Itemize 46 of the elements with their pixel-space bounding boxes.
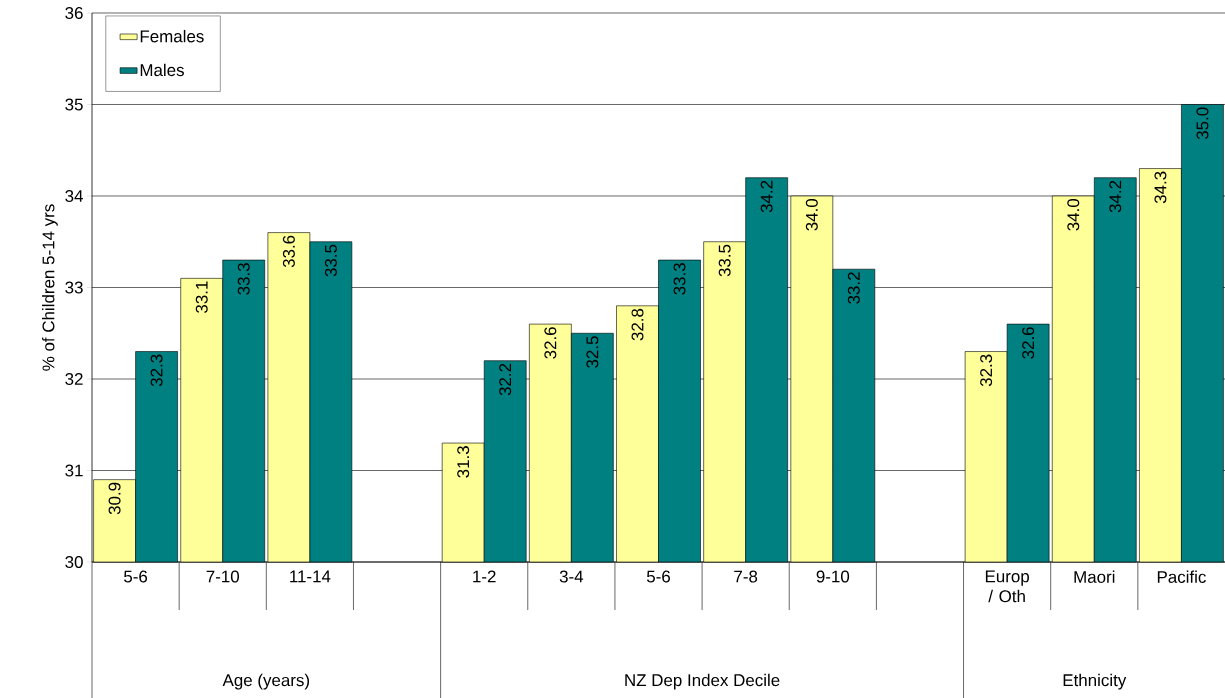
y-tick-label: 33	[65, 281, 83, 294]
x-tick-label: 5-6	[124, 570, 148, 583]
y-tick-label: 32	[65, 373, 83, 385]
x-tick-label: 11-14	[290, 570, 331, 583]
data-label: 34.0	[1067, 198, 1080, 231]
x-tick-label: Maori	[1074, 570, 1115, 583]
x-tick-label: 7-10	[206, 570, 240, 583]
legend-label: Females	[140, 29, 204, 43]
data-label: 32.3	[150, 354, 163, 387]
text: Ethnicity	[1063, 673, 1127, 690]
y-tick-label: 30	[65, 556, 83, 568]
data-label: 33.2	[847, 272, 860, 304]
data-label: 32.3	[980, 354, 993, 387]
x-tick-label: 5-6	[646, 570, 670, 583]
data-label: 35.0	[1196, 107, 1209, 140]
data-label: 33.5	[324, 244, 337, 277]
y-tick-label: 35	[65, 98, 83, 111]
x-tick-label: Europ / Oth	[985, 570, 1029, 603]
y-axis-title: % of Children 5-14 yrs	[42, 204, 58, 371]
data-label: 32.2	[499, 363, 512, 396]
data-label: 33.3	[673, 263, 686, 295]
data-label: 34.3	[1154, 171, 1167, 204]
data-label: 32.5	[586, 336, 599, 368]
x-tick-label: 9-10	[816, 570, 850, 583]
text: NZ Dep Index Decile	[625, 673, 780, 690]
text: Age (years)	[222, 673, 310, 690]
data-label: 30.9	[108, 482, 121, 515]
data-label: 32.6	[544, 327, 557, 359]
y-tick-label: 31	[65, 464, 83, 477]
x-tick-label: 3-4	[559, 570, 584, 583]
data-label: 34.2	[760, 180, 773, 213]
data-label: 32.8	[631, 308, 644, 341]
data-label: 33.3	[237, 263, 250, 295]
data-label: 33.1	[195, 281, 208, 313]
data-label: 31.3	[457, 446, 470, 478]
data-label: 33.5	[718, 244, 731, 277]
y-tick-label: 36	[65, 7, 83, 19]
legend-label: Males	[140, 63, 184, 77]
data-label: 34.2	[1109, 180, 1122, 213]
y-tick-label: 34	[65, 190, 83, 202]
x-tick-label: 1-2	[473, 570, 496, 583]
data-label: 34.0	[805, 198, 818, 231]
data-label: 33.6	[282, 235, 295, 268]
data-label: 32.6	[1022, 327, 1035, 359]
x-tick-label: Pacific	[1157, 570, 1206, 583]
x-tick-label: 7-8	[734, 570, 758, 583]
